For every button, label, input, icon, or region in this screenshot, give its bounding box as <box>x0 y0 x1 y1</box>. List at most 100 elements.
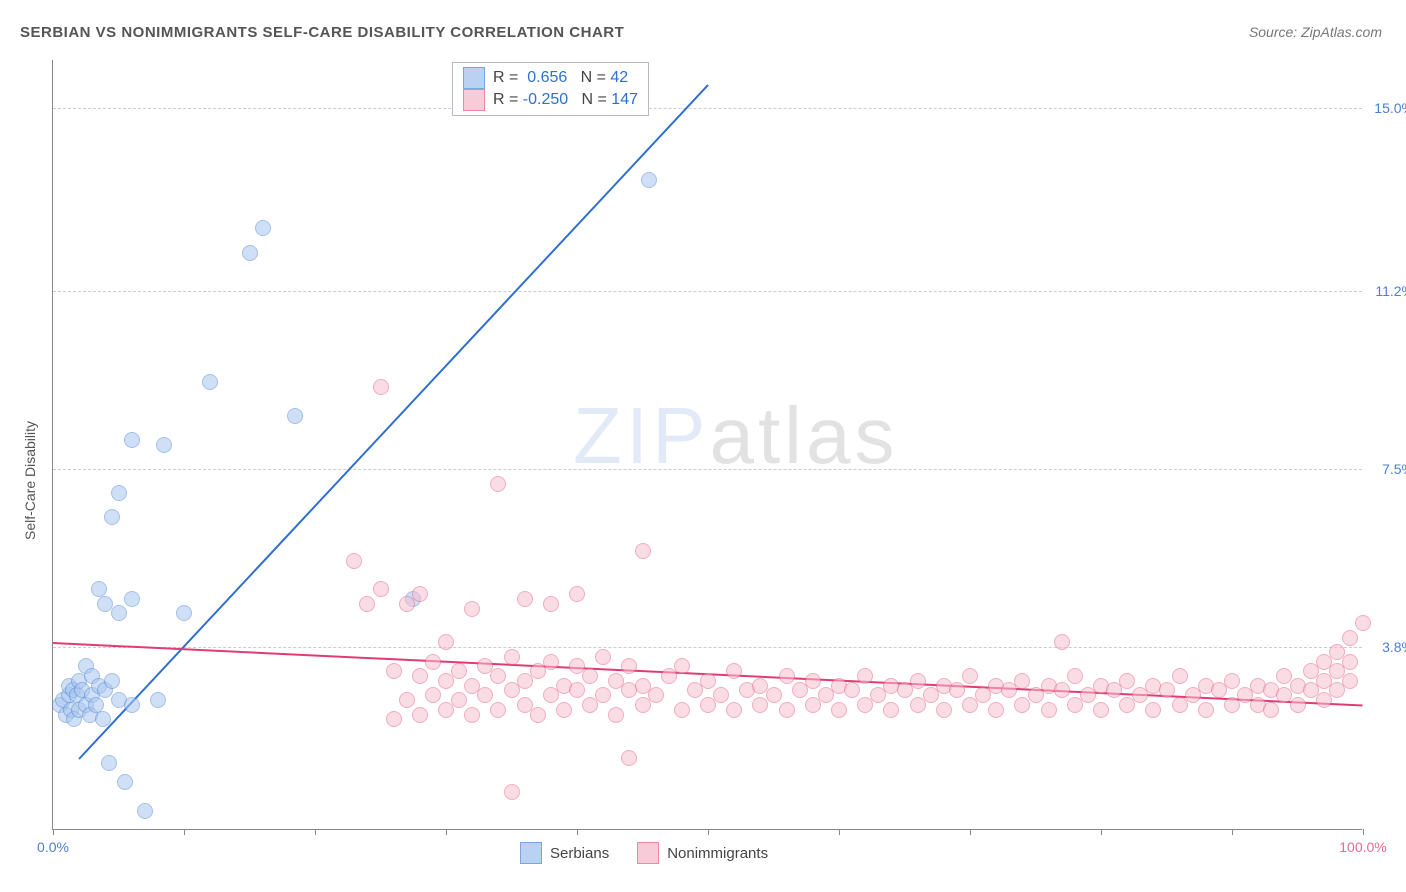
watermark-zip: ZIP <box>573 391 709 480</box>
data-point <box>1159 682 1175 698</box>
gridline <box>53 647 1362 648</box>
data-point <box>582 668 598 684</box>
x-tick <box>315 829 316 835</box>
data-point <box>346 553 362 569</box>
data-point <box>117 774 133 790</box>
data-point <box>621 658 637 674</box>
data-point <box>359 596 375 612</box>
legend-label: Nonimmigrants <box>667 845 768 862</box>
data-point <box>1355 615 1371 631</box>
data-point <box>1041 702 1057 718</box>
data-point <box>242 245 258 261</box>
data-point <box>674 658 690 674</box>
data-point <box>1119 673 1135 689</box>
data-point <box>124 591 140 607</box>
legend-item: Serbians <box>520 842 609 864</box>
x-tick <box>446 829 447 835</box>
data-point <box>104 509 120 525</box>
data-point <box>1342 673 1358 689</box>
x-tick <box>53 829 54 835</box>
data-point <box>1224 673 1240 689</box>
legend-item: Nonimmigrants <box>637 842 768 864</box>
data-point <box>569 682 585 698</box>
data-point <box>517 591 533 607</box>
x-tick <box>184 829 185 835</box>
data-point <box>1263 702 1279 718</box>
data-point <box>1054 682 1070 698</box>
plot-area: ZIPatlas 3.8%7.5%11.2%15.0%0.0%100.0% <box>52 60 1362 830</box>
data-point <box>556 702 572 718</box>
data-point <box>412 668 428 684</box>
data-point <box>1067 668 1083 684</box>
data-point <box>438 634 454 650</box>
legend-swatch <box>463 89 485 111</box>
data-point <box>399 692 415 708</box>
data-point <box>101 755 117 771</box>
data-point <box>451 663 467 679</box>
data-point <box>412 707 428 723</box>
data-point <box>543 596 559 612</box>
series-legend: Serbians Nonimmigrants <box>520 842 768 864</box>
data-point <box>95 711 111 727</box>
data-point <box>831 702 847 718</box>
data-point <box>176 605 192 621</box>
data-point <box>124 697 140 713</box>
gridline <box>53 469 1362 470</box>
data-point <box>150 692 166 708</box>
watermark-atlas: atlas <box>709 391 898 480</box>
data-point <box>477 687 493 703</box>
legend-row: R = 0.656 N = 42 <box>463 67 638 89</box>
legend-swatch <box>637 842 659 864</box>
data-point <box>1145 702 1161 718</box>
source-label: Source: ZipAtlas.com <box>1249 24 1382 40</box>
data-point <box>412 586 428 602</box>
y-tick-label: 11.2% <box>1366 283 1406 299</box>
data-point <box>425 687 441 703</box>
data-point <box>936 702 952 718</box>
data-point <box>156 437 172 453</box>
data-point <box>490 702 506 718</box>
data-point <box>648 687 664 703</box>
data-point <box>425 654 441 670</box>
data-point <box>713 687 729 703</box>
y-tick-label: 15.0% <box>1366 100 1406 116</box>
data-point <box>805 673 821 689</box>
x-label-left: 0.0% <box>37 839 69 855</box>
data-point <box>111 485 127 501</box>
data-point <box>621 750 637 766</box>
data-point <box>910 673 926 689</box>
data-point <box>386 663 402 679</box>
x-tick <box>1101 829 1102 835</box>
x-tick <box>970 829 971 835</box>
data-point <box>287 408 303 424</box>
data-point <box>1093 702 1109 718</box>
data-point <box>641 172 657 188</box>
legend-row: R = -0.250 N = 147 <box>463 89 638 111</box>
data-point <box>255 220 271 236</box>
data-point <box>202 374 218 390</box>
data-point <box>111 605 127 621</box>
x-tick <box>839 829 840 835</box>
data-point <box>490 668 506 684</box>
data-point <box>1290 697 1306 713</box>
data-point <box>464 707 480 723</box>
data-point <box>844 682 860 698</box>
x-label-right: 100.0% <box>1339 839 1386 855</box>
data-point <box>766 687 782 703</box>
y-axis-label: Self-Care Disability <box>22 421 38 540</box>
data-point <box>988 702 1004 718</box>
data-point <box>949 682 965 698</box>
x-tick <box>1232 829 1233 835</box>
legend-swatch <box>520 842 542 864</box>
data-point <box>779 702 795 718</box>
data-point <box>1342 654 1358 670</box>
chart-title: SERBIAN VS NONIMMIGRANTS SELF-CARE DISAB… <box>20 24 624 41</box>
data-point <box>857 668 873 684</box>
data-point <box>373 379 389 395</box>
x-tick <box>577 829 578 835</box>
data-point <box>726 663 742 679</box>
data-point <box>674 702 690 718</box>
data-point <box>451 692 467 708</box>
correlation-legend: R = 0.656 N = 42R = -0.250 N = 147 <box>452 62 649 116</box>
gridline <box>53 291 1362 292</box>
